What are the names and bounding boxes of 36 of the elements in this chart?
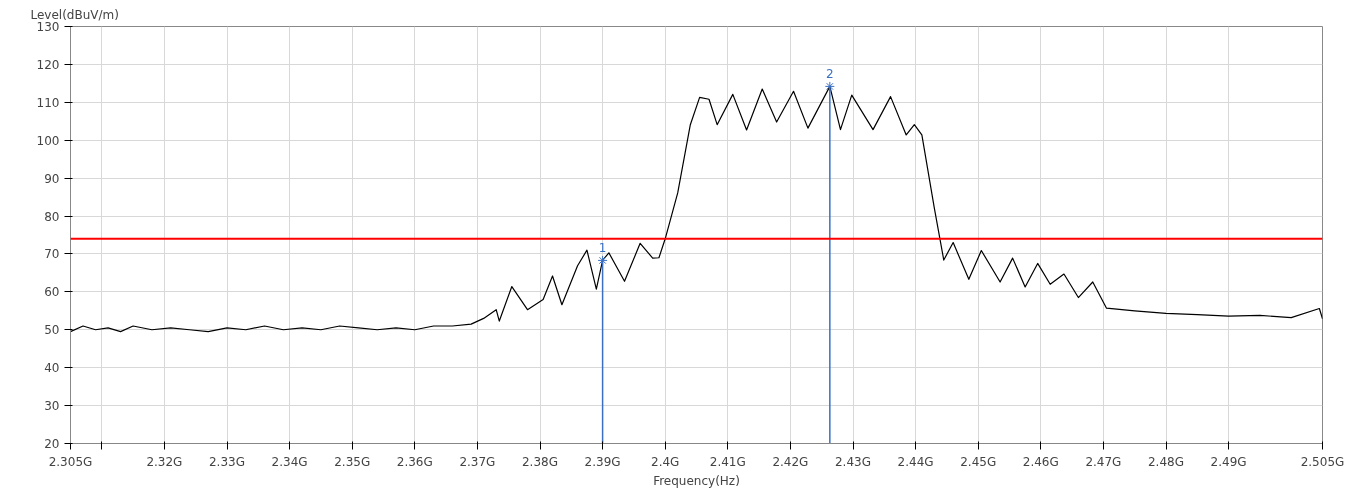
x-tick-label: 2.4G bbox=[651, 454, 680, 469]
x-tick-label: 2.39G bbox=[584, 454, 621, 469]
x-tick-label: 2.305G bbox=[48, 454, 93, 469]
y-tick-label: 70 bbox=[44, 247, 60, 262]
y-axis-title: Level(dBuV/m) bbox=[30, 7, 119, 22]
x-tick-label: 2.35G bbox=[334, 454, 371, 469]
x-tick-label: 2.41G bbox=[709, 454, 746, 469]
y-tick-label: 100 bbox=[36, 133, 60, 148]
annotation: 1 bbox=[598, 241, 607, 256]
y-tick-label: 130 bbox=[36, 20, 60, 34]
x-tick-label: 2.45G bbox=[960, 454, 997, 469]
x-tick-label: 2.44G bbox=[897, 454, 934, 469]
y-tick-label: 30 bbox=[44, 399, 60, 414]
y-tick-label: 20 bbox=[44, 437, 60, 451]
x-tick-label: 2.42G bbox=[772, 454, 809, 469]
x-tick-label: 2.43G bbox=[834, 454, 872, 469]
x-axis-title: Frequency(Hz) bbox=[653, 473, 740, 488]
x-tick-label: 2.48G bbox=[1147, 454, 1185, 469]
y-tick-label: 40 bbox=[44, 361, 60, 376]
annotation: 2 bbox=[826, 67, 834, 82]
x-tick-label: 2.47G bbox=[1085, 454, 1122, 469]
x-tick-label: 2.46G bbox=[1022, 454, 1059, 469]
y-tick-label: 120 bbox=[36, 57, 60, 72]
x-tick-label: 2.38G bbox=[521, 454, 559, 469]
x-tick-label: 2.32G bbox=[146, 454, 183, 469]
x-tick-label: 2.34G bbox=[271, 454, 308, 469]
x-tick-label: 2.49G bbox=[1210, 454, 1247, 469]
x-tick-label: 2.505G bbox=[1300, 454, 1345, 469]
y-tick-label: 80 bbox=[44, 209, 60, 224]
y-tick-label: 50 bbox=[44, 323, 60, 338]
y-tick-label: 110 bbox=[36, 95, 60, 110]
y-tick-label: 60 bbox=[44, 285, 60, 300]
x-tick-label: 2.37G bbox=[459, 454, 496, 469]
x-tick-label: 2.33G bbox=[208, 454, 246, 469]
y-tick-label: 90 bbox=[44, 171, 60, 186]
x-tick-label: 2.36G bbox=[396, 454, 433, 469]
